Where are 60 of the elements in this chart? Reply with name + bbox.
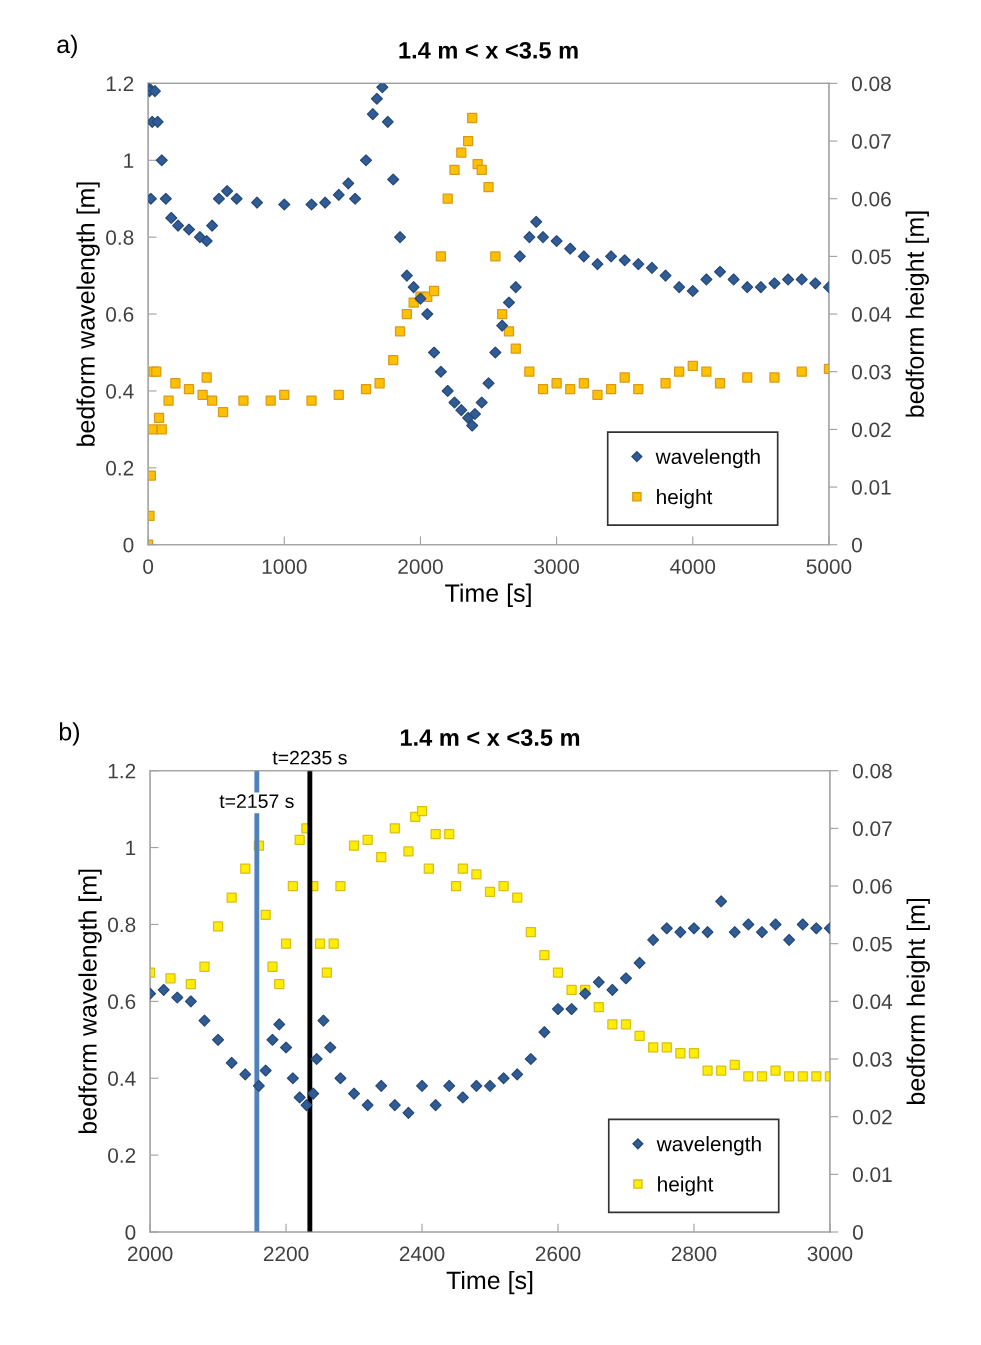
y2-tick-label: 0.06 [851, 191, 891, 207]
y2-tick-label: 0.05 [852, 936, 892, 952]
y2-tick-label: 0.06 [852, 879, 892, 894]
x-tick-label: 1000 [262, 559, 307, 574]
y2-axis-title: bedform height [m] [906, 898, 930, 1104]
y-tick-label: 1.2 [108, 763, 136, 779]
x-tick-label: 4000 [670, 559, 716, 574]
x-axis-title: Time [s] [446, 1270, 533, 1295]
y-axis-title: bedform wavelength [m] [78, 869, 102, 1134]
y2-tick-label: 0.07 [851, 134, 891, 149]
ref-line-label: t=2235 s [272, 750, 347, 765]
y2-tick-label: 0 [852, 1225, 863, 1240]
chart-title: 1.4 m < x <3.5 m [399, 41, 578, 59]
y2-tick-label: 0.02 [852, 1109, 892, 1125]
y-tick-label: 1.2 [106, 76, 134, 91]
x-tick-label: 5000 [806, 559, 852, 574]
y-tick-label: 0.8 [108, 917, 136, 933]
y2-tick-label: 0.02 [851, 422, 891, 438]
y-tick-label: 0.6 [108, 994, 136, 1010]
y2-tick-label: 0.04 [852, 994, 893, 1010]
ref-line-label: t=2157 s [219, 794, 294, 809]
y-tick-label: 1 [124, 153, 134, 168]
x-tick-label: 2000 [398, 559, 443, 574]
y-tick-label: 0.4 [106, 383, 134, 399]
y2-tick-label: 0.08 [851, 76, 891, 92]
legend-label: height [657, 488, 713, 509]
y-tick-label: 0.6 [106, 307, 134, 322]
x-tick-label: 2200 [263, 1246, 309, 1262]
y2-tick-label: 0.07 [852, 821, 892, 837]
y-tick-label: 0.4 [108, 1071, 136, 1086]
y2-tick-label: 0.01 [851, 480, 891, 495]
y2-tick-label: 0.01 [852, 1167, 892, 1183]
y2-axis-title: bedform height [m] [905, 211, 929, 417]
y-tick-label: 0.8 [106, 230, 134, 245]
y-tick-label: 0.2 [106, 460, 134, 476]
y2-tick-label: 0.05 [851, 249, 891, 265]
y2-tick-label: 0.04 [851, 307, 892, 322]
x-tick-label: 3000 [807, 1246, 853, 1262]
y-tick-label: 0.2 [108, 1148, 136, 1163]
y2-tick-label: 0.08 [852, 763, 892, 779]
text: a) [57, 34, 77, 59]
x-tick-label: 2600 [535, 1246, 581, 1262]
text: b) [59, 722, 79, 746]
y2-tick-label: 0.03 [851, 364, 891, 380]
legend-label: height [658, 1176, 714, 1196]
x-tick-label: 0 [143, 559, 154, 574]
legend-label: wavelength [656, 1136, 761, 1156]
y2-tick-label: 0 [851, 537, 862, 553]
y2-tick-label: 0.03 [852, 1052, 892, 1067]
x-axis-title: Time [s] [445, 583, 531, 607]
y-tick-label: 0 [123, 537, 134, 553]
x-tick-label: 2000 [127, 1246, 173, 1262]
y-tick-label: 0 [125, 1225, 136, 1240]
y-tick-label: 1 [126, 840, 136, 856]
chart-title: 1.4 m < x <3.5 m [400, 729, 580, 746]
y-axis-title: bedform wavelength [m] [76, 182, 100, 446]
x-tick-label: 2400 [399, 1246, 445, 1262]
x-tick-label: 2800 [671, 1246, 717, 1262]
x-tick-label: 3000 [534, 559, 579, 574]
legend-label: wavelength [655, 448, 760, 469]
